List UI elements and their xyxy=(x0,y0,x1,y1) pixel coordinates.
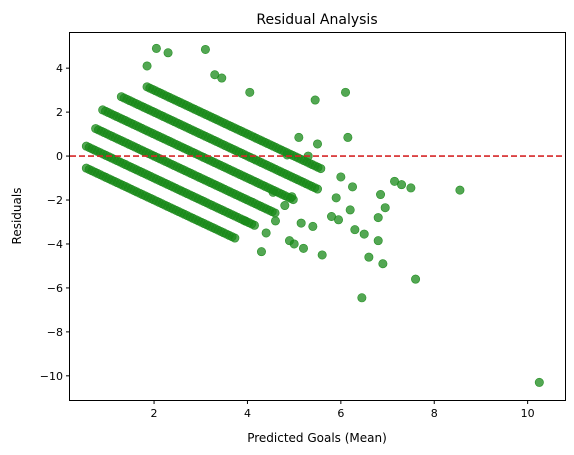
data-point xyxy=(378,259,388,269)
data-point xyxy=(312,184,322,194)
data-point xyxy=(455,185,465,195)
data-point xyxy=(373,213,383,223)
data-point xyxy=(200,44,210,54)
data-point xyxy=(316,164,326,174)
data-point xyxy=(331,193,341,203)
data-point xyxy=(317,250,327,260)
x-tick-label: 2 xyxy=(151,407,158,420)
data-point xyxy=(287,192,297,202)
y-tick-label: −8 xyxy=(47,326,63,339)
data-point xyxy=(406,183,416,193)
ticks-group: 2 4 6 8 10 4 2 0 −2 −4 −6 −8 −10 xyxy=(40,62,535,420)
data-point xyxy=(240,216,250,226)
data-point xyxy=(282,150,292,160)
y-tick-label: 2 xyxy=(56,106,63,119)
data-point xyxy=(310,95,320,105)
data-point xyxy=(336,172,346,182)
data-points-group xyxy=(81,43,544,387)
y-tick-label: −10 xyxy=(40,370,63,383)
data-point xyxy=(298,243,308,253)
data-point xyxy=(270,216,280,226)
data-point xyxy=(230,233,240,243)
data-point xyxy=(268,187,278,197)
x-tick-label: 6 xyxy=(337,407,344,420)
data-point xyxy=(357,293,367,303)
data-point xyxy=(343,132,353,142)
data-point xyxy=(334,215,344,225)
data-point xyxy=(217,73,227,83)
data-point xyxy=(364,252,374,262)
data-point xyxy=(397,180,407,190)
x-tick-label: 10 xyxy=(521,407,535,420)
data-point xyxy=(289,239,299,249)
plot-frame xyxy=(69,32,566,401)
y-tick-label: 4 xyxy=(56,62,63,75)
y-tick-label: 0 xyxy=(56,150,63,163)
data-point xyxy=(294,132,304,142)
y-tick-label: −2 xyxy=(47,194,63,207)
data-point xyxy=(256,247,266,257)
chart-title: Residual Analysis xyxy=(256,12,377,28)
x-axis-label: Predicted Goals (Mean) xyxy=(247,431,387,445)
data-point xyxy=(270,208,280,218)
data-point xyxy=(163,48,173,58)
data-point xyxy=(376,190,386,200)
data-point xyxy=(142,61,152,71)
data-point xyxy=(296,218,306,228)
x-tick-label: 8 xyxy=(431,407,438,420)
y-tick-label: −4 xyxy=(47,238,63,251)
data-point xyxy=(312,139,322,149)
x-tick-label: 4 xyxy=(244,407,251,420)
y-tick-label: −6 xyxy=(47,282,63,295)
data-point xyxy=(341,87,351,97)
data-point xyxy=(280,201,290,211)
data-point xyxy=(373,236,383,246)
data-point xyxy=(534,377,544,387)
data-point xyxy=(380,203,390,213)
data-point xyxy=(151,43,161,53)
y-axis-label: Residuals xyxy=(10,188,24,245)
data-point xyxy=(345,205,355,215)
data-point xyxy=(359,229,369,239)
data-point xyxy=(261,228,271,238)
data-point xyxy=(249,220,259,230)
data-point xyxy=(245,87,255,97)
data-point xyxy=(348,182,358,192)
data-point xyxy=(350,225,360,235)
data-point xyxy=(411,274,421,284)
data-point xyxy=(308,221,318,231)
